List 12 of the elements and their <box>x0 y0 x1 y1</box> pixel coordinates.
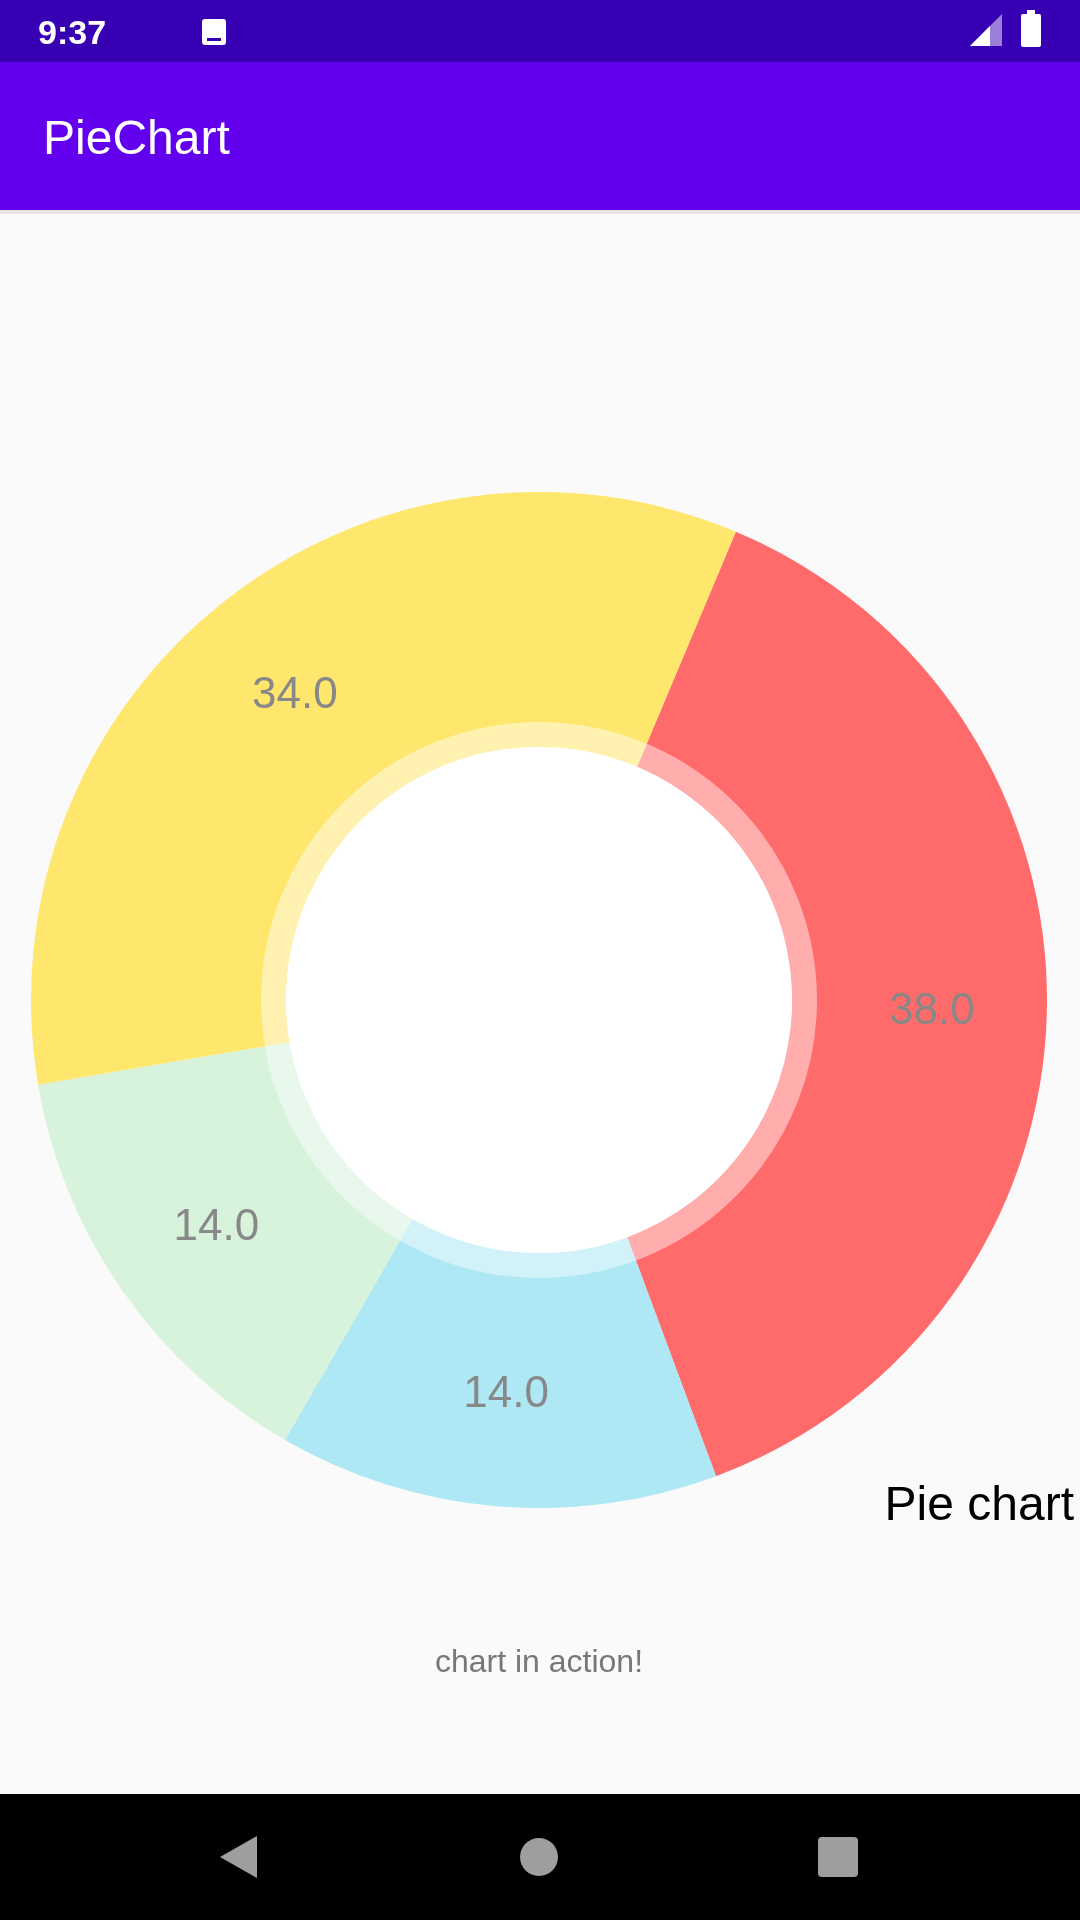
text: chart in action! <box>434 1643 644 1679</box>
donut-slice <box>31 492 736 1085</box>
text: Pie chart <box>884 1477 1074 1530</box>
data-label: 14.0 <box>173 1199 260 1249</box>
chart-title: PieChart <box>43 111 230 164</box>
donut-slice <box>285 1219 717 1508</box>
donut-slice <box>38 1042 413 1440</box>
data-label: 38.0 <box>889 983 975 1033</box>
data-label: 34.0 <box>252 667 338 717</box>
text: 9:37 <box>38 13 107 51</box>
donut-slice <box>627 531 1047 1477</box>
data-label: 14.0 <box>463 1367 549 1417</box>
